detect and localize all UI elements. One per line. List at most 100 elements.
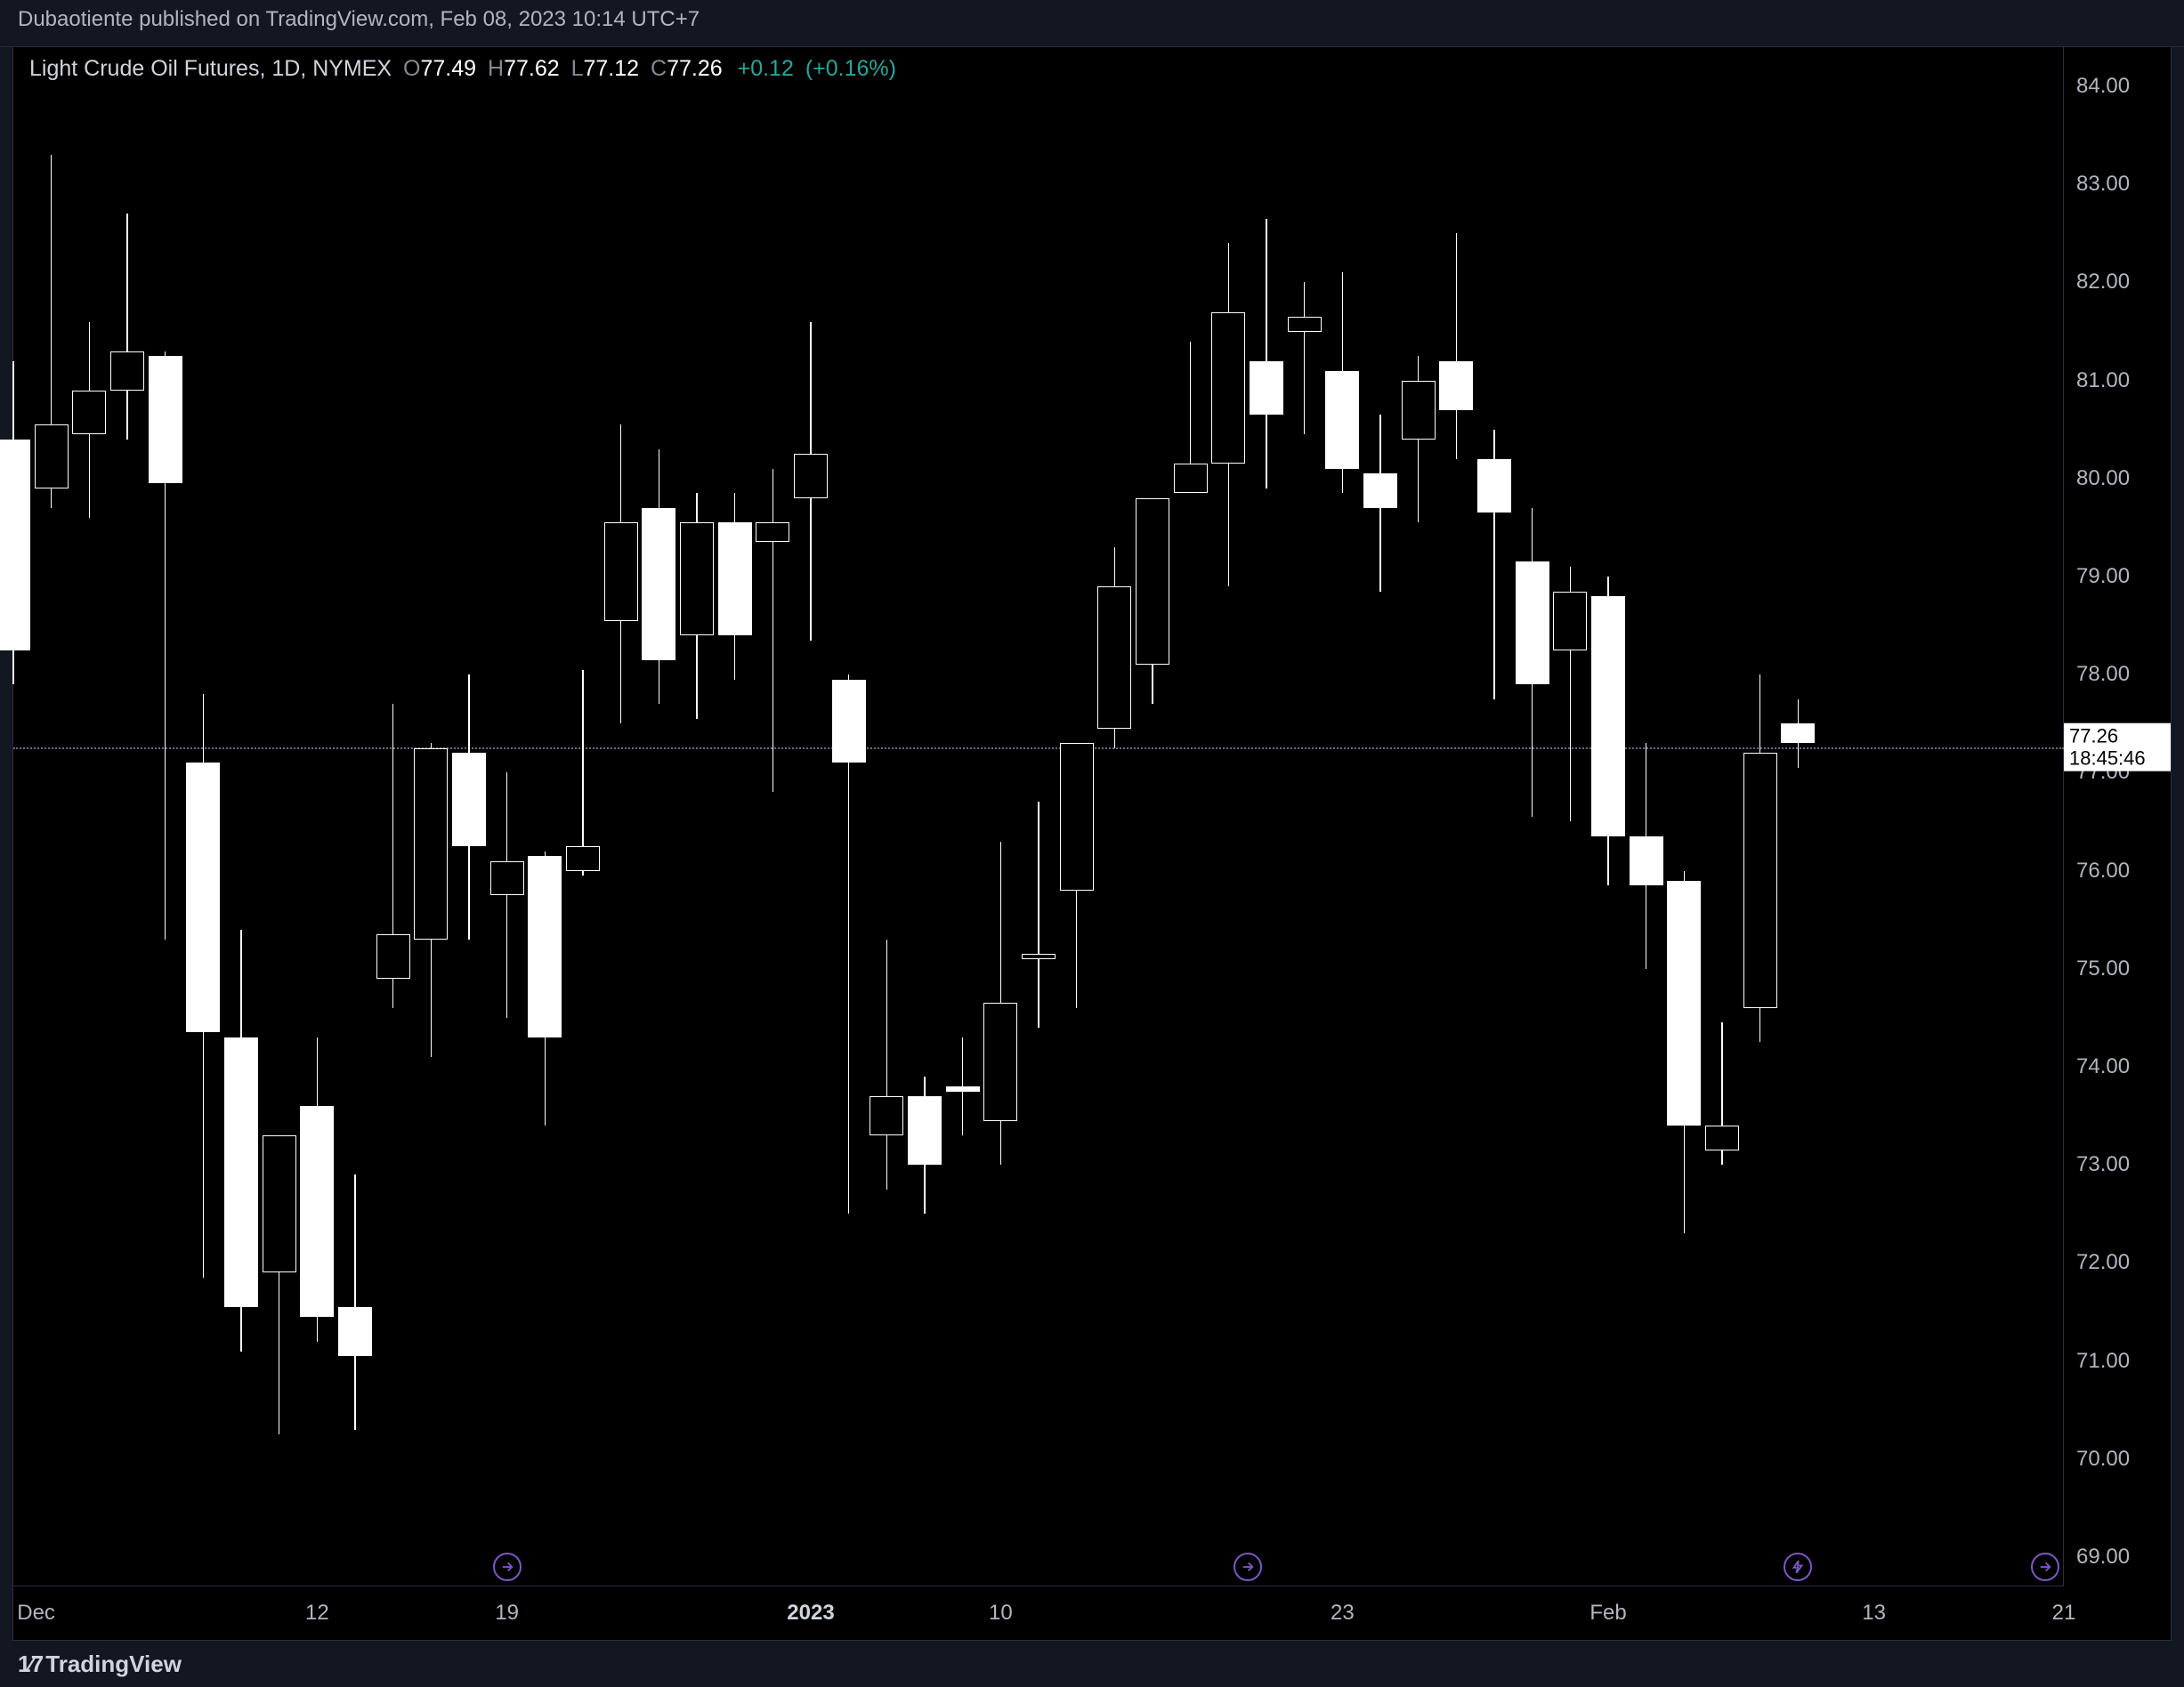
candlestick-body: [490, 861, 524, 896]
candlestick[interactable]: [908, 1077, 942, 1214]
y-axis-label: 73.00: [2076, 1152, 2130, 1177]
candlestick[interactable]: [680, 493, 714, 718]
ohlc-h: 77.62: [504, 56, 560, 81]
candlestick[interactable]: [186, 694, 220, 1278]
y-axis-label: 75.00: [2076, 957, 2130, 981]
candlestick[interactable]: [1630, 743, 1663, 968]
candlestick[interactable]: [414, 743, 448, 1057]
y-axis-label: 78.00: [2076, 662, 2130, 687]
candlestick-body: [832, 680, 866, 763]
candlestick[interactable]: [1743, 674, 1777, 1042]
event-arrow-icon[interactable]: [2031, 1553, 2059, 1581]
chart-panel[interactable]: Light Crude Oil Futures, 1D, NYMEX O77.4…: [12, 46, 2172, 1641]
candlestick-body: [338, 1307, 372, 1356]
candlestick-body: [414, 748, 448, 940]
candlestick[interactable]: [1553, 567, 1587, 821]
candlestick[interactable]: [72, 322, 106, 518]
candlestick[interactable]: [1363, 415, 1397, 591]
candlestick[interactable]: [870, 940, 903, 1190]
candlestick[interactable]: [946, 1037, 980, 1135]
candlestick[interactable]: [1591, 577, 1625, 885]
candlestick[interactable]: [566, 670, 600, 876]
symbol-legend[interactable]: Light Crude Oil Futures, 1D, NYMEX O77.4…: [29, 56, 896, 82]
y-axis-label: 71.00: [2076, 1349, 2130, 1374]
candlestick[interactable]: [756, 469, 789, 793]
candlestick[interactable]: [452, 674, 486, 940]
candlestick[interactable]: [528, 852, 562, 1126]
candlestick[interactable]: [1250, 219, 1283, 488]
candlestick[interactable]: [718, 493, 752, 679]
chart-plot-area[interactable]: [13, 47, 2064, 1586]
x-axis[interactable]: Dec121920231023Feb1321: [13, 1586, 2064, 1640]
event-arrow-icon[interactable]: [1234, 1553, 1262, 1581]
candlestick-body: [983, 1003, 1017, 1120]
candlestick-body: [72, 391, 106, 435]
candlestick[interactable]: [1136, 498, 1169, 704]
candlestick-body: [376, 934, 410, 979]
candlestick-body: [149, 356, 182, 483]
ohlc-l-label: L: [571, 56, 584, 81]
candlestick-body: [718, 522, 752, 635]
y-axis-label: 81.00: [2076, 368, 2130, 393]
candlestick-body: [1781, 723, 1815, 743]
ohlc-h-label: H: [488, 56, 504, 81]
change-pct: (+0.16%): [805, 56, 896, 81]
candlestick[interactable]: [1174, 342, 1208, 494]
change-value: +0.12: [738, 56, 794, 81]
candlestick[interactable]: [1288, 282, 1322, 434]
candlestick[interactable]: [149, 351, 182, 940]
candlestick[interactable]: [1211, 243, 1245, 586]
candlestick[interactable]: [1022, 802, 1056, 1027]
earnings-icon[interactable]: [1784, 1553, 1812, 1581]
candlestick-body: [1097, 586, 1131, 729]
candlestick[interactable]: [376, 704, 410, 1008]
candlestick[interactable]: [1705, 1022, 1739, 1165]
candlestick[interactable]: [604, 424, 638, 723]
candlestick-body: [870, 1096, 903, 1135]
symbol-title: Light Crude Oil Futures, 1D, NYMEX: [29, 56, 392, 81]
candlestick[interactable]: [263, 1135, 296, 1434]
candlestick[interactable]: [1097, 547, 1131, 748]
candlestick-wick: [582, 670, 584, 876]
candlestick-body: [794, 454, 828, 498]
candlestick[interactable]: [642, 449, 675, 704]
candlestick[interactable]: [1402, 356, 1436, 522]
y-axis[interactable]: 84.0083.0082.0081.0080.0079.0078.0077.00…: [2063, 47, 2171, 1586]
candlestick-body: [35, 424, 69, 488]
candlestick[interactable]: [794, 322, 828, 641]
candlestick[interactable]: [110, 214, 144, 439]
candlestick-body: [1553, 592, 1587, 650]
candlestick[interactable]: [224, 930, 258, 1352]
candlestick-wick: [1304, 282, 1306, 434]
candlestick[interactable]: [35, 155, 69, 508]
candlestick-body: [566, 846, 600, 871]
candlestick[interactable]: [1477, 430, 1511, 699]
candlestick[interactable]: [490, 772, 524, 1017]
candlestick[interactable]: [338, 1174, 372, 1429]
candlestick[interactable]: [1667, 871, 1701, 1234]
candlestick[interactable]: [0, 361, 30, 685]
candlestick[interactable]: [983, 842, 1017, 1166]
candlestick[interactable]: [1516, 508, 1549, 817]
candlestick[interactable]: [1781, 699, 1815, 768]
candlestick-body: [1174, 464, 1208, 493]
y-axis-label: 69.00: [2076, 1545, 2130, 1570]
y-axis-label: 76.00: [2076, 859, 2130, 884]
event-arrow-icon[interactable]: [493, 1553, 522, 1581]
candlestick[interactable]: [300, 1037, 334, 1342]
candlestick[interactable]: [1439, 233, 1473, 458]
candlestick-wick: [772, 469, 774, 793]
candlestick[interactable]: [1060, 743, 1094, 1008]
candlestick-body: [1516, 561, 1549, 684]
y-axis-label: 84.00: [2076, 74, 2130, 99]
bar-countdown: 18:45:46: [2069, 747, 2165, 770]
candlestick-body: [1060, 743, 1094, 890]
candlestick[interactable]: [1325, 272, 1359, 493]
x-axis-label: 19: [495, 1601, 519, 1626]
candlestick[interactable]: [832, 674, 866, 1214]
candlestick-body: [756, 522, 789, 542]
candlestick-body: [604, 522, 638, 620]
candlestick-body: [908, 1096, 942, 1165]
candlestick-wick: [1456, 233, 1458, 458]
ohlc-o: 77.49: [421, 56, 477, 81]
